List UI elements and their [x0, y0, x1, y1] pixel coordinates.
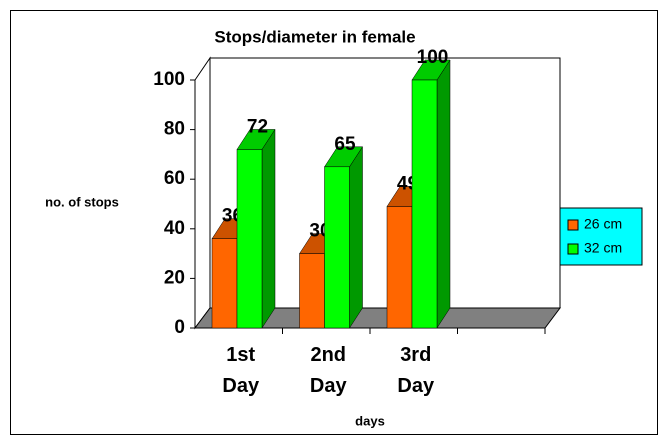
chart-title: Stops/diameter in female: [214, 27, 415, 46]
y-tick-label: 100: [153, 69, 185, 90]
y-tick-label: 40: [164, 218, 185, 239]
chart-border: [10, 10, 658, 435]
y-tick-label: 0: [174, 317, 185, 338]
bar: [236, 149, 263, 329]
bar: [299, 253, 325, 329]
bar-side: [349, 145, 363, 329]
data-label: 100: [417, 47, 449, 68]
legend-label: 26 cm: [584, 216, 622, 232]
bar-side: [436, 59, 451, 329]
legend-label: 32 cm: [584, 240, 622, 256]
x-tick-label: 3rd Day: [397, 344, 435, 397]
bar: [324, 166, 350, 329]
bar: [211, 238, 238, 329]
y-axis-label: no. of stops: [45, 194, 119, 209]
x-tick-label: 1st Day: [222, 344, 260, 397]
y-tick-label: 60: [164, 168, 185, 189]
bar-side: [261, 128, 276, 329]
side-wall: [194, 56, 211, 330]
y-tick-label: 80: [164, 119, 185, 140]
y-tick-label: 20: [164, 267, 185, 288]
legend-box: [559, 207, 643, 266]
legend-swatch: [567, 243, 579, 255]
x-axis-label: days: [355, 413, 385, 428]
x-tick-label: 2nd Day: [309, 344, 347, 397]
legend-swatch: [567, 219, 579, 231]
data-label: 72: [247, 116, 268, 137]
bar: [411, 79, 438, 329]
data-label: 65: [334, 134, 356, 155]
bar: [386, 206, 413, 329]
